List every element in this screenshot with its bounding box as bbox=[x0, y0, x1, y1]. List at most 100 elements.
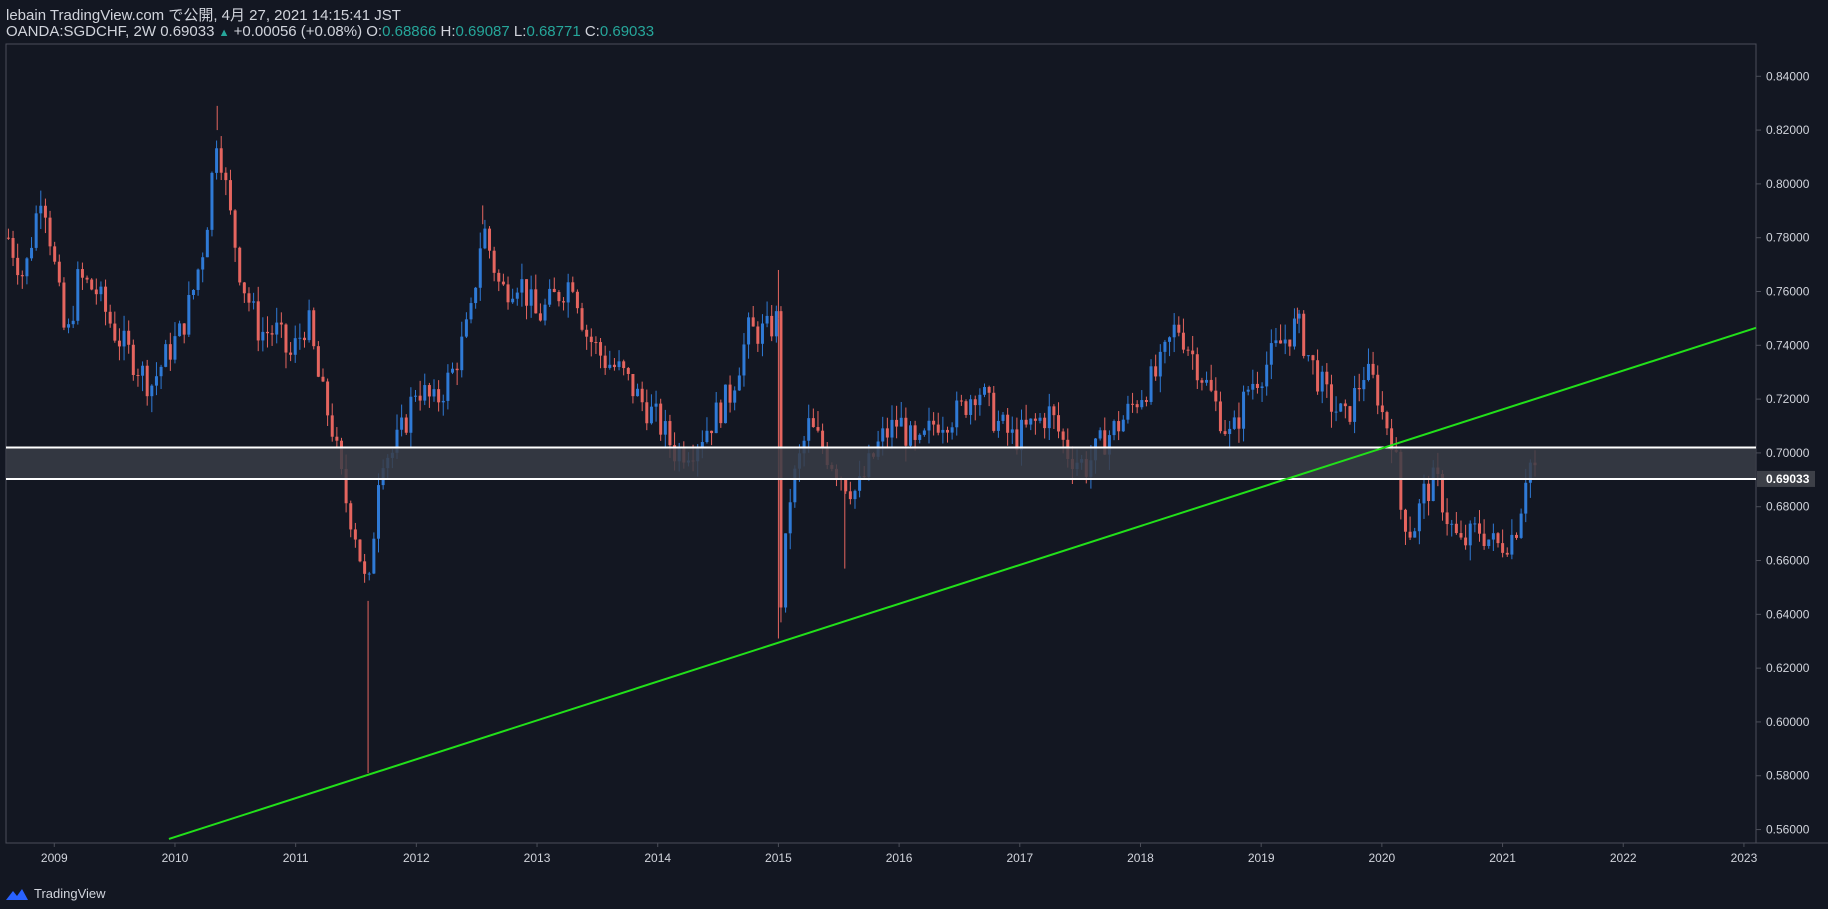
open-value: 0.68866 bbox=[382, 23, 437, 40]
candle-body bbox=[571, 282, 575, 292]
candle-body bbox=[43, 205, 47, 218]
candle-body bbox=[969, 399, 973, 415]
candle-body bbox=[1033, 418, 1037, 421]
candle-body bbox=[566, 282, 570, 303]
candle-body bbox=[811, 418, 815, 428]
candle-body bbox=[1149, 366, 1153, 402]
candle-body bbox=[941, 429, 945, 433]
candle-body bbox=[483, 228, 487, 249]
candle-body bbox=[145, 365, 149, 397]
y-tick-label: 0.64000 bbox=[1766, 607, 1810, 621]
candle-body bbox=[335, 436, 339, 441]
x-tick-label: 2019 bbox=[1248, 851, 1275, 865]
candle-body bbox=[400, 417, 404, 430]
candle-body bbox=[774, 311, 778, 337]
candle-body bbox=[1038, 417, 1042, 421]
time-axis[interactable]: 2009 2010 2011 2012 2013 2014 2015 2016 2017 2018… bbox=[41, 843, 1758, 865]
y-tick-label: 0.80000 bbox=[1766, 177, 1810, 191]
candle-body bbox=[219, 148, 223, 173]
candle-body bbox=[1163, 341, 1167, 352]
candle-body bbox=[252, 301, 256, 303]
candle-body bbox=[1279, 340, 1283, 344]
candle-body bbox=[927, 420, 931, 431]
candle-body bbox=[201, 257, 205, 270]
candle-body bbox=[1316, 360, 1320, 392]
published-info: lebain TradingView.com で公開, 4月 27, 2021 … bbox=[6, 7, 401, 24]
candle-body bbox=[1015, 429, 1019, 451]
candle-body bbox=[1154, 366, 1158, 377]
candle-body bbox=[710, 430, 714, 434]
candle-body bbox=[233, 210, 237, 248]
candle-body bbox=[20, 275, 24, 277]
candle-body bbox=[1107, 435, 1111, 455]
candle-body bbox=[858, 476, 862, 491]
candle-body bbox=[312, 310, 316, 347]
candle-body bbox=[552, 288, 556, 293]
candle-body bbox=[645, 402, 649, 424]
candle-body bbox=[302, 337, 306, 341]
candle-body bbox=[1510, 534, 1514, 555]
candle-body bbox=[1131, 403, 1135, 405]
candle-body bbox=[1366, 363, 1370, 381]
candle-body bbox=[788, 502, 792, 534]
candle-body bbox=[191, 289, 195, 296]
candle-body bbox=[353, 529, 357, 540]
candle-body bbox=[1006, 414, 1010, 433]
candle-body bbox=[1260, 386, 1264, 388]
candle-body bbox=[529, 289, 533, 306]
candle-body bbox=[1487, 539, 1491, 546]
candle-body bbox=[918, 434, 922, 440]
candle-body bbox=[562, 301, 566, 303]
candle-body bbox=[1320, 371, 1324, 392]
candle-body bbox=[307, 310, 311, 341]
candle-body bbox=[94, 289, 98, 295]
candle-body bbox=[224, 172, 228, 181]
x-tick-label: 2011 bbox=[283, 851, 309, 865]
candle-body bbox=[520, 279, 524, 293]
candle-body bbox=[1334, 411, 1338, 413]
candle-body bbox=[1232, 417, 1236, 429]
x-tick-label: 2013 bbox=[524, 851, 551, 865]
candle-body bbox=[936, 424, 940, 433]
close-value: 0.69033 bbox=[599, 23, 655, 40]
candle-body bbox=[90, 279, 94, 290]
price-axis[interactable]: 0.56000 0.58000 0.60000 0.62000 0.64000 0.660… bbox=[1756, 69, 1815, 837]
candle-body bbox=[640, 388, 644, 403]
candle-body bbox=[1427, 483, 1431, 502]
high-value: 0.69087 bbox=[455, 23, 510, 40]
open-label: O: bbox=[366, 23, 383, 40]
candle-body bbox=[557, 292, 561, 302]
tradingview-logo[interactable]: TradingView bbox=[4, 886, 106, 901]
candle-body bbox=[34, 213, 38, 248]
candle-body bbox=[728, 384, 732, 403]
candle-body bbox=[543, 304, 547, 321]
candle-body bbox=[437, 389, 441, 403]
candle-body bbox=[1218, 401, 1222, 432]
symbol-legend[interactable]: OANDA:SGDCHF, 2W 0.69033 ▲ +0.00056 (+0.… bbox=[6, 23, 654, 40]
candle-body bbox=[261, 331, 265, 341]
candle-body bbox=[1413, 531, 1417, 538]
candle-body bbox=[1524, 482, 1528, 514]
candle-body bbox=[71, 320, 75, 325]
trendline-layer[interactable] bbox=[168, 326, 1757, 840]
candle-body bbox=[293, 338, 297, 355]
current-price-label: 0.69033 bbox=[1766, 472, 1810, 486]
candle-body bbox=[316, 346, 320, 377]
candle-body bbox=[256, 301, 260, 341]
candle-body bbox=[959, 400, 963, 402]
candle-body bbox=[1195, 354, 1199, 381]
candle-body bbox=[39, 205, 43, 214]
x-tick-label: 2014 bbox=[644, 851, 671, 865]
candle-body bbox=[603, 355, 607, 368]
candle-body bbox=[16, 257, 20, 276]
candle-body bbox=[1135, 404, 1139, 408]
candle-body bbox=[1052, 406, 1056, 416]
candle-body bbox=[589, 336, 593, 343]
candle-body bbox=[765, 315, 769, 324]
candle-body bbox=[622, 361, 626, 369]
candle-body bbox=[1482, 533, 1486, 546]
candle-body bbox=[48, 217, 52, 247]
candle-body bbox=[215, 148, 219, 173]
support-zone[interactable] bbox=[6, 446, 1756, 481]
